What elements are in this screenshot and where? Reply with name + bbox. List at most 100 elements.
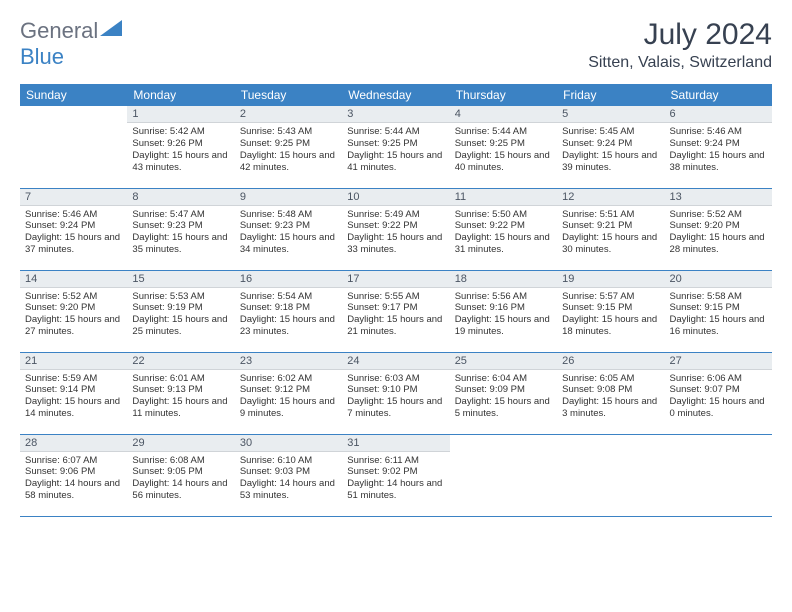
empty-cell: [20, 106, 127, 188]
day-content: Sunrise: 5:49 AMSunset: 9:22 PMDaylight:…: [342, 206, 449, 260]
day-cell: 23Sunrise: 6:02 AMSunset: 9:12 PMDayligh…: [235, 352, 342, 434]
calendar-row: 14Sunrise: 5:52 AMSunset: 9:20 PMDayligh…: [20, 270, 772, 352]
day-cell: 6Sunrise: 5:46 AMSunset: 9:24 PMDaylight…: [665, 106, 772, 188]
day-number: 10: [342, 189, 449, 206]
day-cell: 29Sunrise: 6:08 AMSunset: 9:05 PMDayligh…: [127, 434, 234, 516]
location: Sitten, Valais, Switzerland: [588, 54, 772, 72]
day-cell: 30Sunrise: 6:10 AMSunset: 9:03 PMDayligh…: [235, 434, 342, 516]
day-content: Sunrise: 5:45 AMSunset: 9:24 PMDaylight:…: [557, 123, 664, 177]
logo-triangle-icon: [98, 18, 124, 43]
day-content: Sunrise: 5:52 AMSunset: 9:20 PMDaylight:…: [20, 288, 127, 342]
day-content: Sunrise: 5:48 AMSunset: 9:23 PMDaylight:…: [235, 206, 342, 260]
day-number: 26: [557, 353, 664, 370]
logo-text-2: Blue: [20, 44, 64, 69]
logo: GeneralBlue: [20, 18, 124, 70]
day-header: Tuesday: [235, 84, 342, 106]
day-number: 21: [20, 353, 127, 370]
day-cell: 25Sunrise: 6:04 AMSunset: 9:09 PMDayligh…: [450, 352, 557, 434]
day-number: 4: [450, 106, 557, 123]
day-number: 18: [450, 271, 557, 288]
day-number: 12: [557, 189, 664, 206]
day-content: Sunrise: 5:42 AMSunset: 9:26 PMDaylight:…: [127, 123, 234, 177]
day-cell: 10Sunrise: 5:49 AMSunset: 9:22 PMDayligh…: [342, 188, 449, 270]
day-content: Sunrise: 6:03 AMSunset: 9:10 PMDaylight:…: [342, 370, 449, 424]
day-content: Sunrise: 5:46 AMSunset: 9:24 PMDaylight:…: [20, 206, 127, 260]
day-cell: 2Sunrise: 5:43 AMSunset: 9:25 PMDaylight…: [235, 106, 342, 188]
day-cell: 20Sunrise: 5:58 AMSunset: 9:15 PMDayligh…: [665, 270, 772, 352]
day-number: 3: [342, 106, 449, 123]
day-content: Sunrise: 6:06 AMSunset: 9:07 PMDaylight:…: [665, 370, 772, 424]
calendar-table: SundayMondayTuesdayWednesdayThursdayFrid…: [20, 84, 772, 517]
logo-text-1: General: [20, 18, 98, 43]
day-content: Sunrise: 5:52 AMSunset: 9:20 PMDaylight:…: [665, 206, 772, 260]
day-cell: 9Sunrise: 5:48 AMSunset: 9:23 PMDaylight…: [235, 188, 342, 270]
day-number: 5: [557, 106, 664, 123]
day-content: Sunrise: 5:46 AMSunset: 9:24 PMDaylight:…: [665, 123, 772, 177]
day-number: 22: [127, 353, 234, 370]
day-cell: 24Sunrise: 6:03 AMSunset: 9:10 PMDayligh…: [342, 352, 449, 434]
day-content: Sunrise: 5:50 AMSunset: 9:22 PMDaylight:…: [450, 206, 557, 260]
day-number: 27: [665, 353, 772, 370]
day-number: 30: [235, 435, 342, 452]
day-cell: 14Sunrise: 5:52 AMSunset: 9:20 PMDayligh…: [20, 270, 127, 352]
day-number: 15: [127, 271, 234, 288]
calendar-body: 1Sunrise: 5:42 AMSunset: 9:26 PMDaylight…: [20, 106, 772, 516]
day-cell: 4Sunrise: 5:44 AMSunset: 9:25 PMDaylight…: [450, 106, 557, 188]
day-cell: 26Sunrise: 6:05 AMSunset: 9:08 PMDayligh…: [557, 352, 664, 434]
day-cell: 3Sunrise: 5:44 AMSunset: 9:25 PMDaylight…: [342, 106, 449, 188]
day-number: 1: [127, 106, 234, 123]
day-content: Sunrise: 6:05 AMSunset: 9:08 PMDaylight:…: [557, 370, 664, 424]
day-cell: 27Sunrise: 6:06 AMSunset: 9:07 PMDayligh…: [665, 352, 772, 434]
empty-cell: [557, 434, 664, 516]
day-number: 19: [557, 271, 664, 288]
day-cell: 18Sunrise: 5:56 AMSunset: 9:16 PMDayligh…: [450, 270, 557, 352]
day-number: 13: [665, 189, 772, 206]
day-cell: 28Sunrise: 6:07 AMSunset: 9:06 PMDayligh…: [20, 434, 127, 516]
day-number: 8: [127, 189, 234, 206]
day-number: 11: [450, 189, 557, 206]
day-content: Sunrise: 6:08 AMSunset: 9:05 PMDaylight:…: [127, 452, 234, 506]
day-cell: 7Sunrise: 5:46 AMSunset: 9:24 PMDaylight…: [20, 188, 127, 270]
day-header: Wednesday: [342, 84, 449, 106]
day-cell: 13Sunrise: 5:52 AMSunset: 9:20 PMDayligh…: [665, 188, 772, 270]
day-number: 16: [235, 271, 342, 288]
day-cell: 8Sunrise: 5:47 AMSunset: 9:23 PMDaylight…: [127, 188, 234, 270]
day-cell: 5Sunrise: 5:45 AMSunset: 9:24 PMDaylight…: [557, 106, 664, 188]
day-number: 24: [342, 353, 449, 370]
day-content: Sunrise: 6:10 AMSunset: 9:03 PMDaylight:…: [235, 452, 342, 506]
empty-cell: [665, 434, 772, 516]
day-content: Sunrise: 6:04 AMSunset: 9:09 PMDaylight:…: [450, 370, 557, 424]
day-content: Sunrise: 6:01 AMSunset: 9:13 PMDaylight:…: [127, 370, 234, 424]
day-content: Sunrise: 5:55 AMSunset: 9:17 PMDaylight:…: [342, 288, 449, 342]
day-of-week-row: SundayMondayTuesdayWednesdayThursdayFrid…: [20, 84, 772, 106]
day-cell: 12Sunrise: 5:51 AMSunset: 9:21 PMDayligh…: [557, 188, 664, 270]
day-number: 23: [235, 353, 342, 370]
day-number: 20: [665, 271, 772, 288]
day-cell: 1Sunrise: 5:42 AMSunset: 9:26 PMDaylight…: [127, 106, 234, 188]
day-number: 14: [20, 271, 127, 288]
day-cell: 21Sunrise: 5:59 AMSunset: 9:14 PMDayligh…: [20, 352, 127, 434]
calendar-row: 7Sunrise: 5:46 AMSunset: 9:24 PMDaylight…: [20, 188, 772, 270]
day-content: Sunrise: 5:58 AMSunset: 9:15 PMDaylight:…: [665, 288, 772, 342]
day-cell: 15Sunrise: 5:53 AMSunset: 9:19 PMDayligh…: [127, 270, 234, 352]
logo-text: GeneralBlue: [20, 18, 124, 70]
day-cell: 11Sunrise: 5:50 AMSunset: 9:22 PMDayligh…: [450, 188, 557, 270]
day-header: Monday: [127, 84, 234, 106]
day-content: Sunrise: 5:51 AMSunset: 9:21 PMDaylight:…: [557, 206, 664, 260]
day-content: Sunrise: 5:47 AMSunset: 9:23 PMDaylight:…: [127, 206, 234, 260]
day-content: Sunrise: 5:54 AMSunset: 9:18 PMDaylight:…: [235, 288, 342, 342]
day-number: 6: [665, 106, 772, 123]
day-content: Sunrise: 5:43 AMSunset: 9:25 PMDaylight:…: [235, 123, 342, 177]
day-content: Sunrise: 5:44 AMSunset: 9:25 PMDaylight:…: [450, 123, 557, 177]
day-cell: 17Sunrise: 5:55 AMSunset: 9:17 PMDayligh…: [342, 270, 449, 352]
day-number: 9: [235, 189, 342, 206]
empty-cell: [450, 434, 557, 516]
day-content: Sunrise: 5:56 AMSunset: 9:16 PMDaylight:…: [450, 288, 557, 342]
day-content: Sunrise: 5:57 AMSunset: 9:15 PMDaylight:…: [557, 288, 664, 342]
calendar-thead: SundayMondayTuesdayWednesdayThursdayFrid…: [20, 84, 772, 106]
month-title: July 2024: [588, 18, 772, 52]
day-cell: 16Sunrise: 5:54 AMSunset: 9:18 PMDayligh…: [235, 270, 342, 352]
day-number: 28: [20, 435, 127, 452]
calendar-row: 1Sunrise: 5:42 AMSunset: 9:26 PMDaylight…: [20, 106, 772, 188]
day-header: Sunday: [20, 84, 127, 106]
